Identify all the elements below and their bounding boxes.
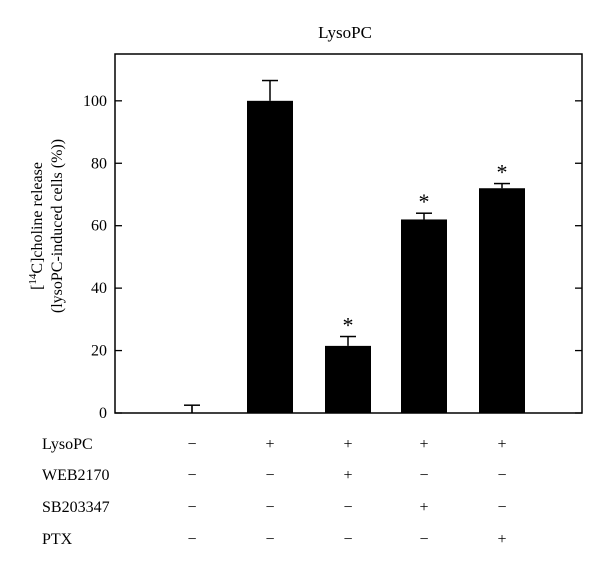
treatment-mark: + <box>497 531 506 548</box>
treatment-mark: − <box>187 531 196 548</box>
y-tick-label: 40 <box>91 280 107 297</box>
treatment-mark: − <box>265 531 274 548</box>
treatment-mark: − <box>497 499 506 516</box>
treatment-label: SB203347 <box>42 499 110 516</box>
treatment-mark: − <box>419 531 428 548</box>
bar <box>325 345 371 413</box>
chart-title: LysoPC <box>318 23 372 42</box>
y-tick-label: 80 <box>91 155 107 172</box>
significance-marker: * <box>343 313 354 338</box>
treatment-mark: − <box>419 467 428 484</box>
treatment-mark: + <box>343 467 352 484</box>
treatment-label: WEB2170 <box>42 467 110 484</box>
y-axis-label: [14C]choline release (lysoPC-induced cel… <box>27 139 66 313</box>
treatment-mark: − <box>187 467 196 484</box>
treatment-mark: − <box>497 467 506 484</box>
y-axis-label-pre: [ <box>29 285 46 290</box>
y-axis-label-line2: (lysoPC-induced cells (%)) <box>49 139 66 313</box>
svg-text:[14C]choline release: [14C]choline release <box>27 162 46 290</box>
treatment-mark: + <box>497 436 506 453</box>
bar <box>247 100 293 414</box>
y-tick-label: 20 <box>91 343 107 360</box>
treatment-mark: + <box>343 436 352 453</box>
treatment-mark: − <box>187 436 196 453</box>
y-tick-label: 100 <box>83 93 107 110</box>
y-axis: 0 20 40 60 80 100 <box>83 93 582 422</box>
treatment-label: LysoPC <box>42 436 93 453</box>
significance-marker: * <box>497 160 508 185</box>
treatment-mark: + <box>419 436 428 453</box>
bar <box>479 188 525 413</box>
treatment-mark: + <box>419 499 428 516</box>
y-axis-label-post: C]choline release <box>29 162 46 274</box>
treatment-table: LysoPC − + + + + WEB2170 − − + − − SB203347 − − − + − PTX −… <box>42 436 507 548</box>
y-axis-label-superscript: 14 <box>27 273 39 285</box>
bar <box>401 219 447 413</box>
y-tick-label: 0 <box>99 405 107 422</box>
y-tick-label: 60 <box>91 218 107 235</box>
treatment-mark: − <box>187 499 196 516</box>
treatment-mark: − <box>343 531 352 548</box>
treatment-mark: + <box>265 436 274 453</box>
treatment-label: PTX <box>42 531 73 548</box>
plot-area: * * * <box>114 53 583 414</box>
treatment-mark: − <box>265 467 274 484</box>
treatment-mark: − <box>343 499 352 516</box>
treatment-mark: − <box>265 499 274 516</box>
significance-marker: * <box>419 189 430 214</box>
